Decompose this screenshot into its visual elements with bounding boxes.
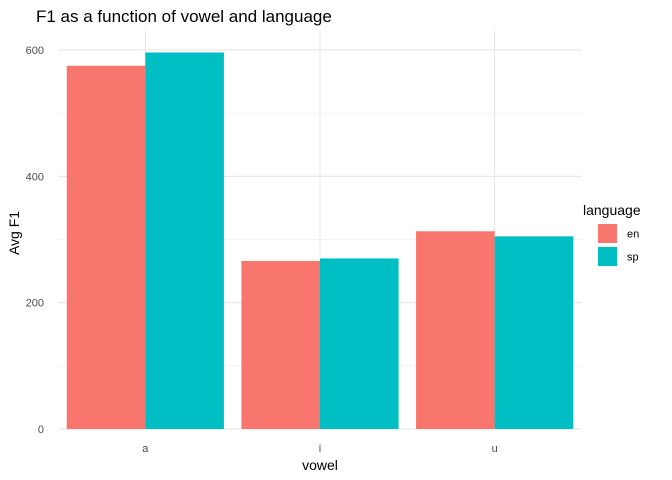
- bar-sp-a: [145, 52, 224, 429]
- x-tick-label: a: [142, 443, 149, 455]
- x-tick-label: u: [492, 443, 498, 455]
- bar-en-i: [241, 260, 320, 429]
- chart-title: F1 as a function of vowel and language: [36, 7, 332, 26]
- bar-sp-u: [494, 236, 574, 429]
- x-tick-label: i: [319, 443, 321, 455]
- legend-title: language: [583, 202, 641, 218]
- bar-sp-i: [320, 258, 399, 429]
- y-tick-label: 400: [26, 171, 44, 183]
- y-axis-title: Avg F1: [6, 211, 22, 255]
- x-axis-title: vowel: [302, 457, 338, 473]
- legend-swatch-en: [598, 224, 617, 243]
- legend-label-en: en: [627, 229, 639, 241]
- y-tick-label: 0: [38, 424, 44, 436]
- legend: language en sp: [583, 202, 641, 266]
- bars: [66, 52, 574, 429]
- legend-label-sp: sp: [627, 252, 639, 264]
- bar-en-u: [416, 231, 495, 429]
- bar-en-a: [66, 65, 146, 429]
- y-tick-label: 200: [26, 298, 44, 310]
- y-axis-ticks: 0 200 400 600: [26, 45, 44, 436]
- legend-swatch-sp: [598, 247, 617, 266]
- y-tick-label: 600: [26, 45, 44, 57]
